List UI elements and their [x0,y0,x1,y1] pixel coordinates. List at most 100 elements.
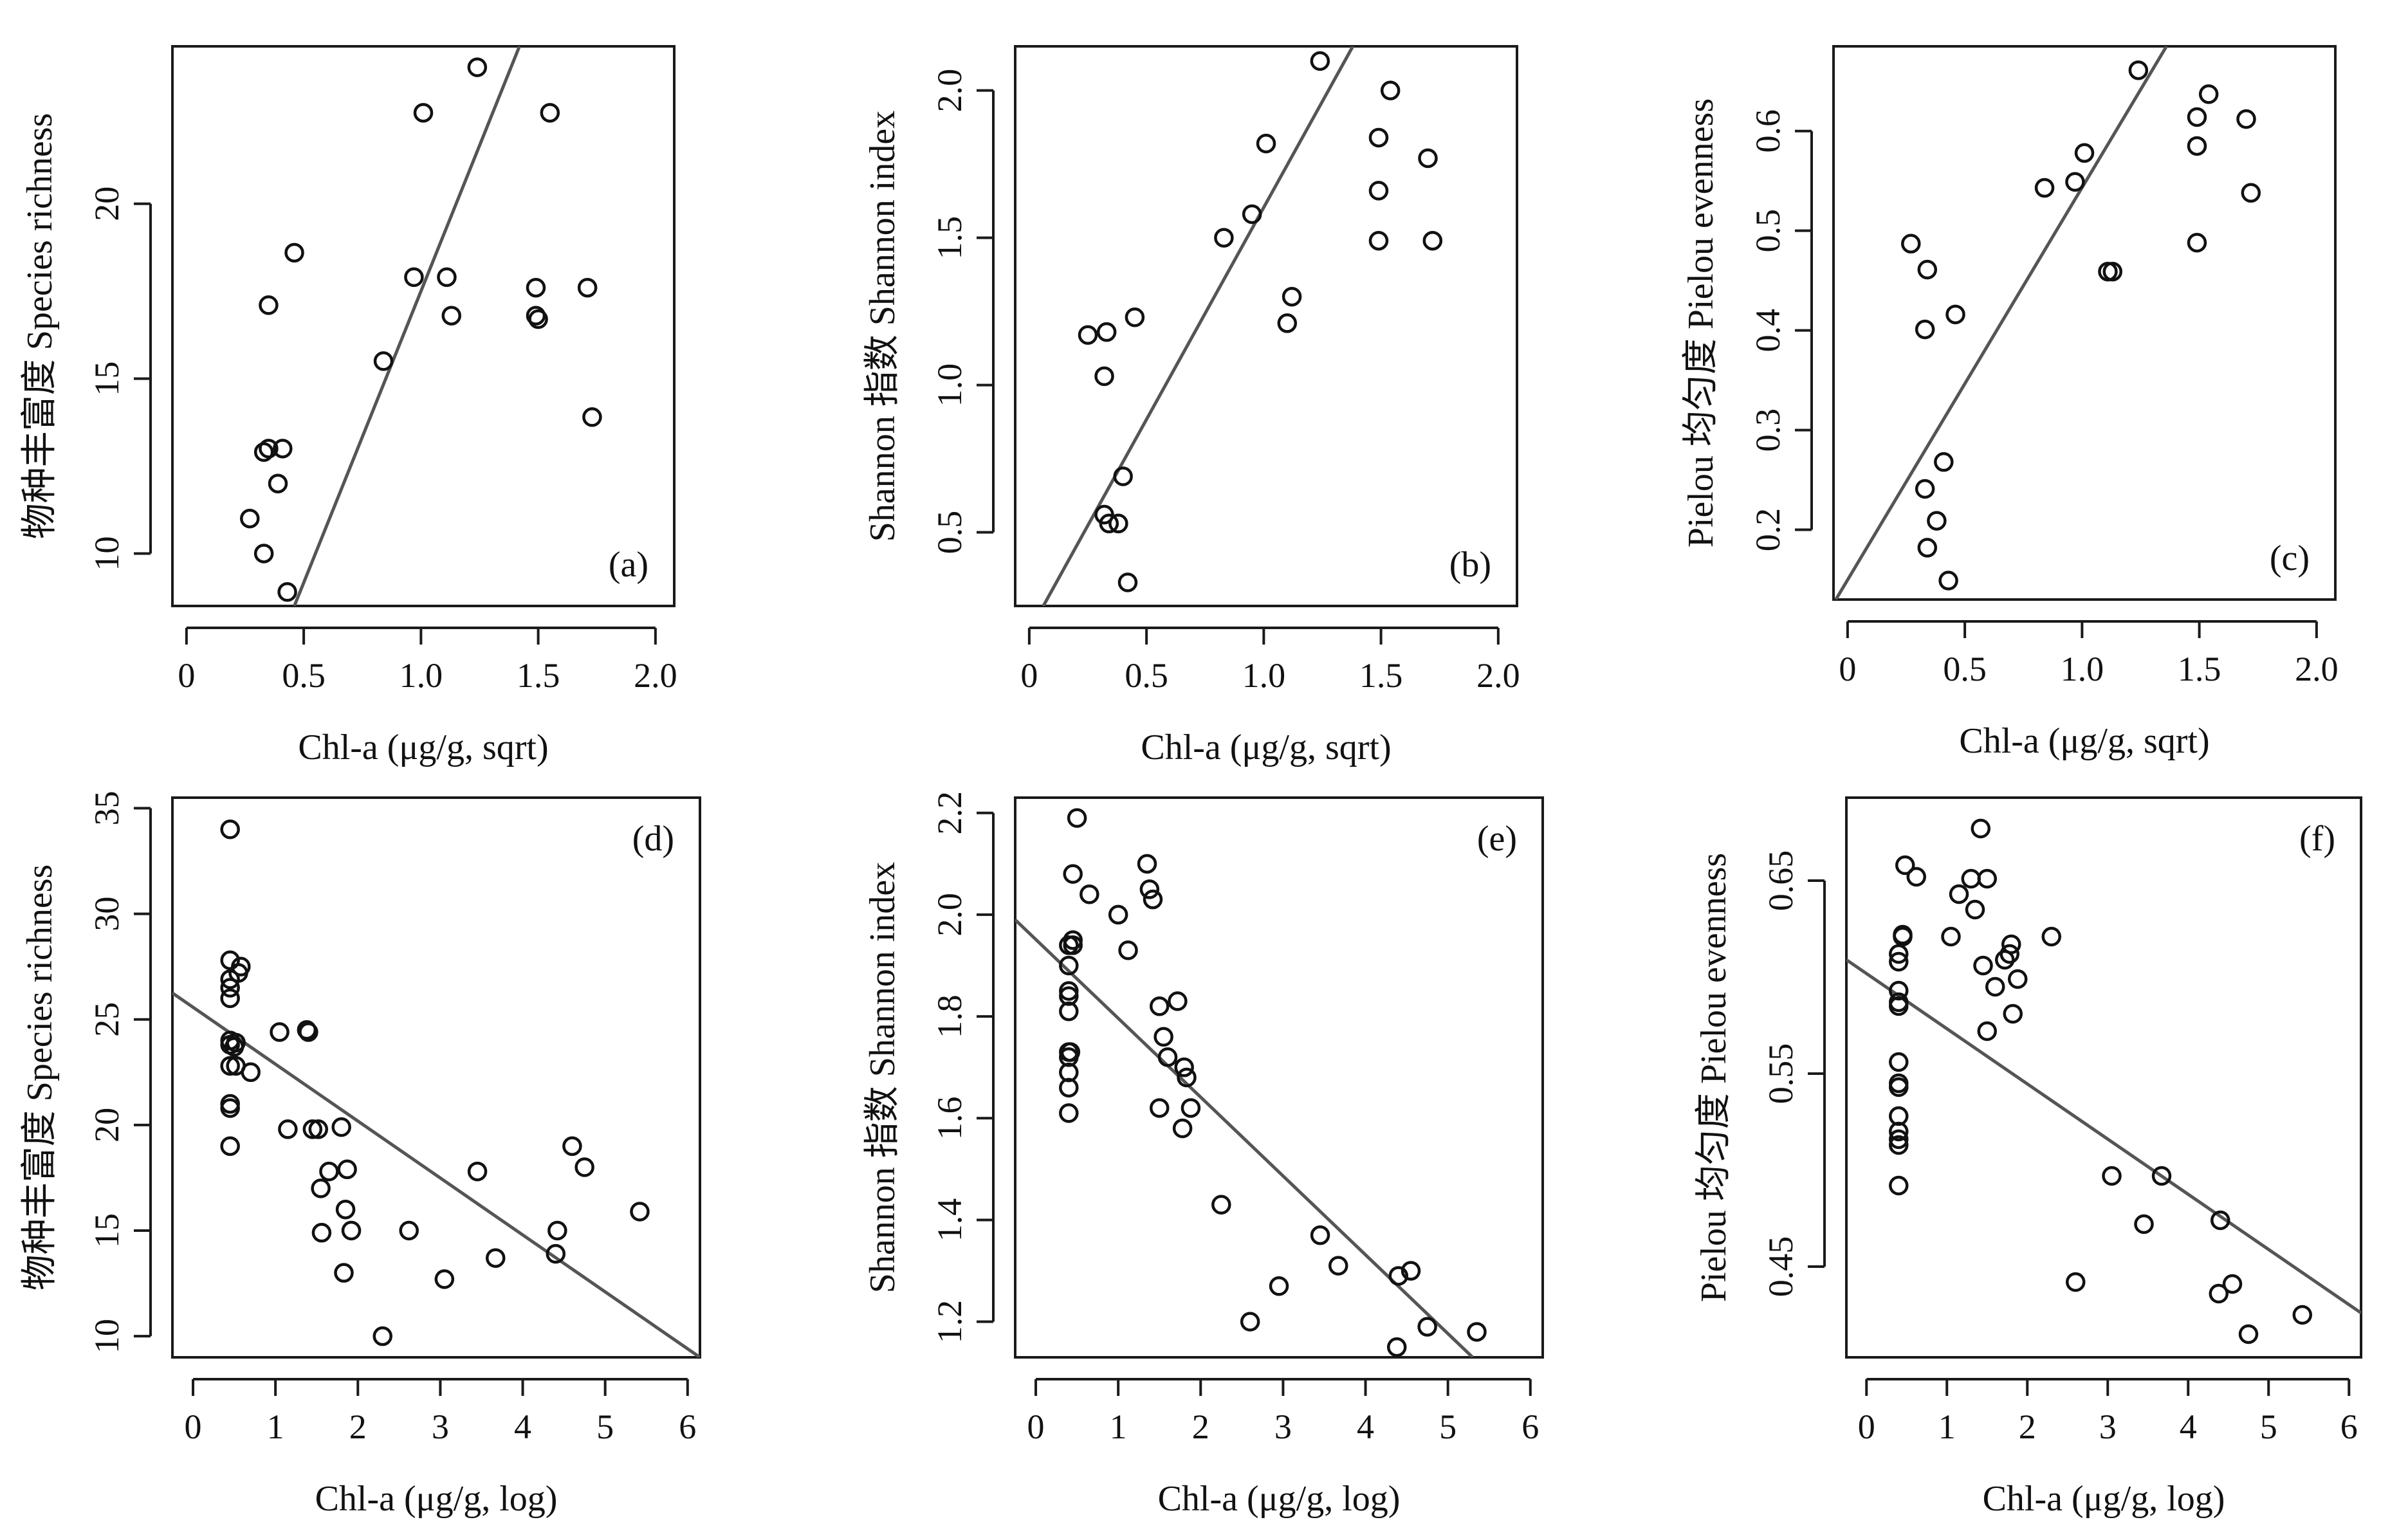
panel-a-data-point [259,295,279,315]
panel-e-data-point [1157,1047,1178,1067]
panel-d-x-tick-label: 3 [432,1407,449,1446]
panel-b-data-point [1099,513,1119,534]
panel-c-data-point [2187,136,2207,156]
panel-b-data-point [1368,127,1389,148]
panel-e: 0 1 2 3 4 5 6 1.2 1.4 1.6 1.8 2.0 2.2 Chl-a (μg/g, lo… [863,791,1544,1519]
panel-f-data-point [2102,1166,2122,1186]
panel-b-x-tick-label: 0 [1020,656,1038,695]
panel-a-data-point [240,508,260,529]
panel-c-data-point [2065,172,2085,192]
panel-a-x-tick-label: 1.5 [517,656,560,695]
panel-e-label: (e) [1477,819,1517,859]
panel-f-fit-line [1846,958,2361,1315]
panel-b-data-point [1368,230,1389,251]
panel-d-y-tick-label: 25 [87,1002,126,1037]
panel-b-data-point [1422,230,1443,251]
panel-e-fit-line [1015,919,1474,1357]
panel-e-data-point [1211,1195,1231,1215]
panel-b-data-point [1256,133,1276,154]
panel-b-data-point [1310,51,1330,71]
panel-d-data-point [220,988,240,1009]
panel-a-data-point [582,407,602,427]
panel-a-data-point [273,439,293,459]
panel-e-frame [1014,796,1544,1359]
panel-b-data-point [1277,313,1298,333]
panel-e-data-point [1059,986,1079,1006]
panel-f-frame [1845,796,2362,1359]
panel-c-data-point [2102,261,2122,282]
panel-c-x-tick-label: 0.5 [1943,650,1987,688]
panel-e-x-tick-label: 0 [1027,1407,1045,1446]
panel-f-data-point [2041,926,2061,947]
panel-b-y-tick-label: 0.5 [930,511,969,555]
panel-c-x-tick-label: 0 [1839,650,1856,688]
panel-c-y-tick-label: 0.5 [1749,209,1787,253]
panel-c-data-point [1915,479,1935,499]
panel-d-data-point [302,1119,323,1139]
panel-b-data-point [1096,322,1117,342]
panel-d-data-point [220,819,240,839]
panel-b-data-point [1242,204,1262,225]
panel-c-label: (c) [2270,538,2310,578]
panel-d-data-point [331,1117,351,1137]
panel-b-data-point [1214,228,1234,248]
panel-b-data-point [1125,307,1145,327]
panel-a-y-tick-label: 20 [87,187,126,221]
panel-f-data-point [1889,1135,1909,1155]
panel-f-y-tick-label: 0.55 [1761,1043,1800,1105]
panel-d-data-point [547,1220,567,1241]
panel-a-x-tick-label: 0.5 [282,656,326,695]
panel-f-data-point [2003,1004,2023,1024]
panel-d-fit-line [172,991,700,1357]
panel-e-data-point [1067,808,1087,828]
panel-e-x-tick-label: 4 [1357,1407,1374,1446]
panel-f-data-point [1889,1175,1909,1196]
panel-b: 0 0.5 1.0 1.5 2.0 0.5 1.0 1.5 2.0 Chl-a (μg/g, sq… [863,45,1520,767]
panel-e-y-tick-label: 1.2 [930,1300,969,1344]
panel-a-data-point [441,306,461,325]
panel-f-x-tick-label: 0 [1858,1407,1875,1446]
panel-c-y-tick-label: 0.4 [1749,309,1787,353]
panel-b-y-tick-label: 1.0 [930,363,969,407]
panel-d-data-point [575,1157,594,1177]
panel-b-x-tick-label: 2.0 [1476,656,1520,695]
panel-c-frame [1832,45,2337,601]
panel-f-data-point [1977,868,1997,889]
panel-c-y-tick-label: 0.3 [1749,408,1787,452]
panel-d-data-point [224,1037,244,1057]
panel-d-x-label: Chl-a (μg/g, log) [315,1479,558,1519]
panel-c-x-tick-label: 2.0 [2295,650,2339,688]
panel-d-y-tick-label: 35 [87,791,126,825]
panel-e-x-tick-label: 6 [1521,1407,1539,1446]
panel-b-x-tick-label: 0.5 [1125,656,1168,695]
panel-d-data-point [467,1161,488,1182]
panel-f-label: (f) [2299,819,2335,859]
panel-b-label: (b) [1449,545,1491,585]
panel-d-data-point [311,1223,332,1243]
panel-f-data-point [1889,944,1909,964]
panel-d-label: (d) [632,819,674,859]
panel-e-y-tick-label: 1.4 [930,1198,969,1242]
panel-c-data-point [1917,538,1938,558]
panel-a: 0 0.5 1.0 1.5 2.0 10 15 20 Chl-a (μg/g, sqrt) 物种丰… [20,45,677,767]
panel-e-data-point [1059,1001,1079,1022]
panel-c-data-point [2198,84,2219,104]
panel-f-data-point [2238,1324,2259,1344]
panel-e-x-tick-label: 1 [1110,1407,1127,1446]
panel-e-data-point [1060,1042,1081,1062]
panel-a-data-point [404,267,424,288]
panel-d-data-point [546,1243,566,1264]
panel-d-frame [171,796,701,1359]
panel-a-data-point [253,544,274,564]
panel-f-y-tick-label: 0.65 [1761,850,1800,912]
panel-e-data-point [1310,1225,1330,1245]
panel-e-data-point [1137,854,1157,874]
panel-e-y-tick-label: 2.0 [930,893,969,937]
panel-e-y-label: Shannon 指数 Shannon index [863,862,903,1293]
panel-c-y-label: Pielou 均匀度 Pielou evenness [1681,98,1721,547]
panel-c-data-point [2187,107,2207,127]
panel-f-x-tick-label: 6 [2340,1407,2358,1446]
panel-e-x-tick-label: 2 [1192,1407,1209,1446]
panel-e-y-tick-label: 2.2 [930,791,969,835]
panel-e-data-point [1174,1057,1194,1077]
